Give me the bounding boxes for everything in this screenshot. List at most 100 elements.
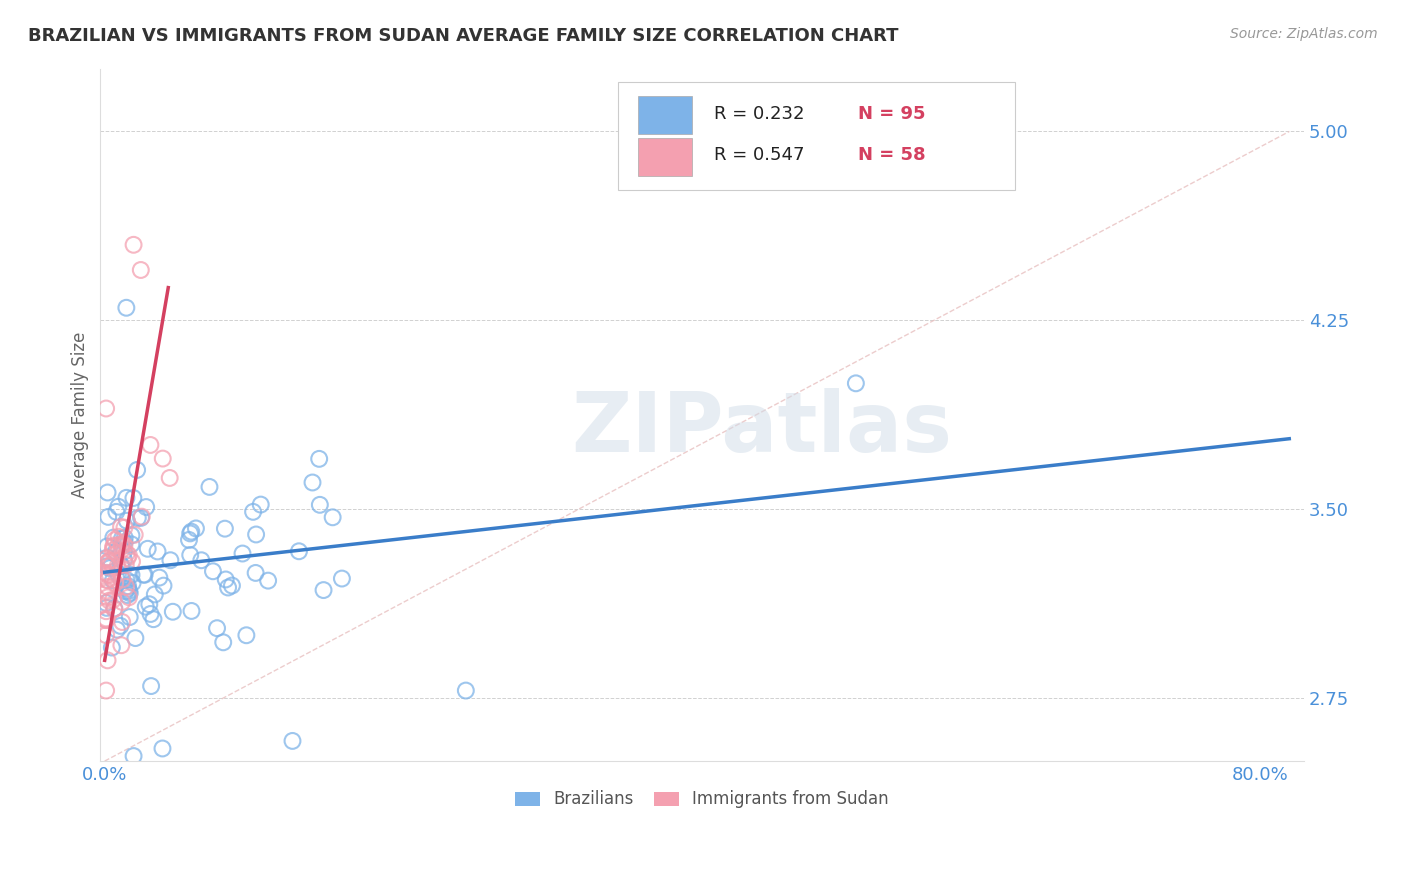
Point <box>118 586 141 600</box>
Point <box>94 611 117 625</box>
Point <box>129 511 152 525</box>
Point <box>235 628 257 642</box>
Point <box>114 531 136 545</box>
Point <box>136 541 159 556</box>
Point <box>94 566 117 580</box>
Point <box>112 552 135 566</box>
Point <box>308 498 330 512</box>
Point <box>117 588 139 602</box>
FancyBboxPatch shape <box>617 82 1015 190</box>
Point <box>114 535 136 549</box>
Point <box>94 613 117 627</box>
Point <box>111 595 134 609</box>
Point <box>122 491 145 505</box>
Point <box>115 514 138 528</box>
Point <box>139 679 162 693</box>
Point <box>281 734 304 748</box>
Point <box>117 550 139 565</box>
Point <box>97 573 120 587</box>
Text: N = 58: N = 58 <box>859 146 927 164</box>
Point <box>121 568 143 582</box>
Point <box>101 540 124 554</box>
Point <box>146 544 169 558</box>
Point <box>330 572 353 586</box>
Point <box>104 533 127 547</box>
Point <box>148 571 170 585</box>
Point <box>845 376 868 391</box>
Point <box>135 599 157 614</box>
Point <box>118 610 141 624</box>
Point <box>112 544 135 558</box>
Point <box>152 579 174 593</box>
Point <box>245 566 267 580</box>
Point <box>308 451 330 466</box>
Point <box>179 526 201 541</box>
Point <box>121 555 143 569</box>
Point <box>110 571 132 585</box>
FancyBboxPatch shape <box>638 137 692 176</box>
Point <box>110 558 132 573</box>
Point <box>159 553 181 567</box>
Point <box>110 558 132 573</box>
Point <box>105 547 128 561</box>
Point <box>103 531 125 545</box>
Point <box>112 521 135 535</box>
Point <box>117 579 139 593</box>
Legend: Brazilians, Immigrants from Sudan: Brazilians, Immigrants from Sudan <box>509 784 896 815</box>
Point <box>118 591 141 605</box>
Point <box>190 553 212 567</box>
Point <box>96 600 118 615</box>
Point <box>110 520 132 534</box>
Point <box>129 263 152 277</box>
Point <box>97 509 120 524</box>
Point <box>100 558 122 572</box>
Point <box>177 533 200 547</box>
Point <box>101 543 124 558</box>
Point <box>111 573 134 587</box>
Point <box>121 575 143 590</box>
Point <box>96 585 118 599</box>
Point <box>96 583 118 598</box>
Point <box>96 485 118 500</box>
Point <box>94 557 117 571</box>
FancyBboxPatch shape <box>638 96 692 135</box>
Point <box>288 544 311 558</box>
Point <box>184 521 207 535</box>
Point <box>115 580 138 594</box>
Point <box>105 623 128 637</box>
Point <box>103 602 125 616</box>
Text: R = 0.232: R = 0.232 <box>714 104 804 122</box>
Point <box>105 559 128 574</box>
Point <box>127 511 149 525</box>
Point <box>107 500 129 514</box>
Point <box>111 532 134 546</box>
Point <box>98 593 121 607</box>
Point <box>127 463 149 477</box>
Text: N = 95: N = 95 <box>859 104 927 122</box>
Point <box>96 567 118 582</box>
Point <box>111 615 134 629</box>
Point <box>138 597 160 611</box>
Point <box>142 612 165 626</box>
Point <box>124 631 146 645</box>
Point <box>180 524 202 539</box>
Point <box>152 741 174 756</box>
Point <box>212 635 235 649</box>
Point <box>152 451 174 466</box>
Point <box>162 605 184 619</box>
Point <box>221 578 243 592</box>
Point <box>198 480 221 494</box>
Point <box>94 596 117 610</box>
Point <box>120 528 142 542</box>
Point <box>107 566 129 581</box>
Point <box>115 573 138 587</box>
Point <box>114 558 136 572</box>
Y-axis label: Average Family Size: Average Family Size <box>72 332 89 498</box>
Point <box>115 491 138 505</box>
Point <box>94 683 117 698</box>
Point <box>96 573 118 587</box>
Point <box>97 653 120 667</box>
Point <box>134 567 156 582</box>
Point <box>217 581 239 595</box>
Point <box>454 683 477 698</box>
